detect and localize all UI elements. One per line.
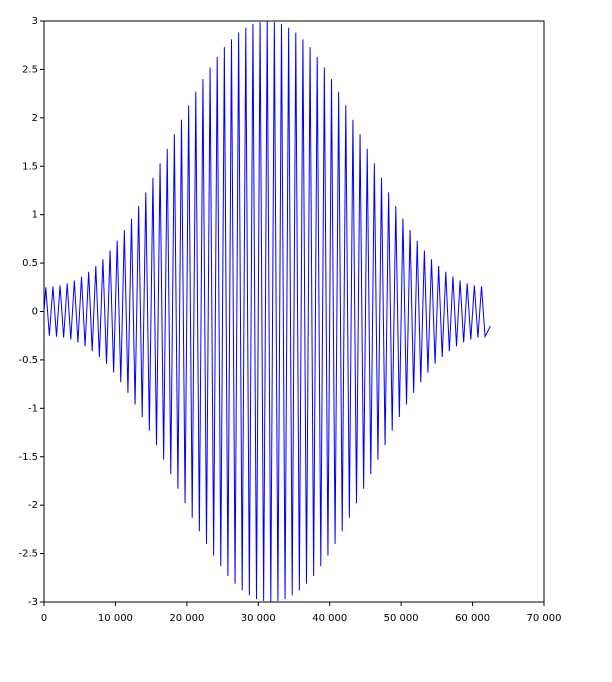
x-tick-label: 40 000 [312,613,347,624]
signal-line [43,20,491,603]
x-tick-label: 50 000 [384,613,419,624]
x-tick-label: 70 000 [527,613,562,624]
y-tick-label: 1.5 [22,161,38,172]
y-tick-label: 2 [32,113,38,124]
y-tick-label: -1.5 [18,452,38,463]
x-tick-label: 10 000 [98,613,133,624]
y-tick-label: 0.5 [22,258,38,269]
y-tick-label: -2 [28,500,38,511]
x-tick-label: 0 [41,613,47,624]
x-tick-label: 60 000 [455,613,490,624]
y-tick-label: 2.5 [22,64,38,75]
y-tick-label: -3 [28,597,38,608]
y-tick-label: -2.5 [18,549,38,560]
y-tick-label: 0 [32,307,38,318]
y-tick-label: -1 [28,403,38,414]
x-tick-label: 30 000 [241,613,276,624]
x-tick-label: 20 000 [169,613,204,624]
y-tick-label: 1 [32,210,38,221]
y-tick-label: 3 [32,16,38,27]
y-tick-label: -0.5 [18,355,38,366]
